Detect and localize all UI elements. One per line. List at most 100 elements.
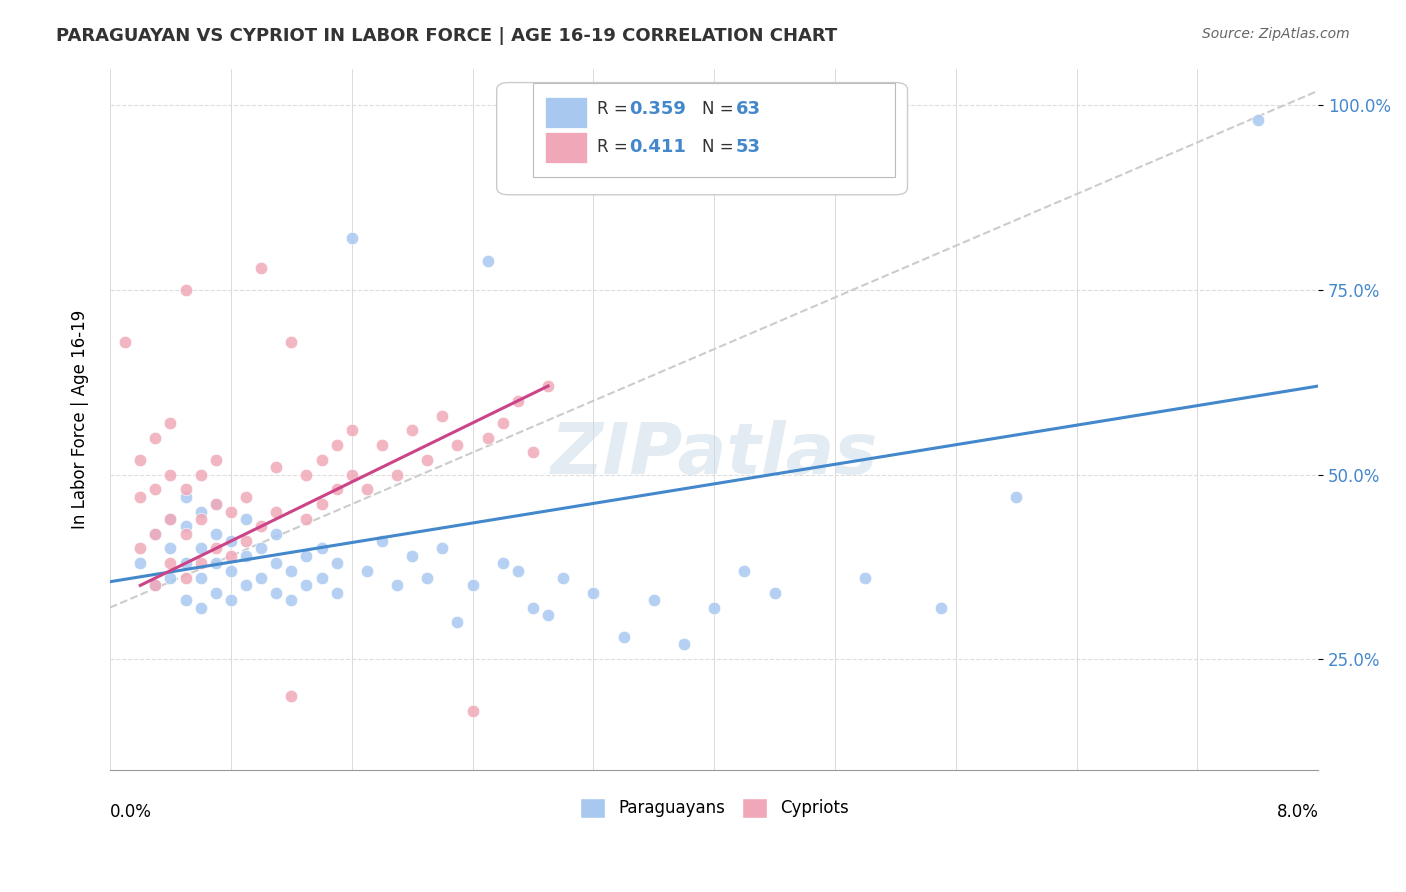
Point (446, 438, 468, 452)
Point (506, 564, 529, 578)
Point (174, 571, 197, 585)
Point (129, 490, 152, 504)
Point (204, 497, 226, 511)
Point (190, 600, 212, 615)
Point (356, 564, 378, 578)
Point (264, 504, 287, 518)
Point (477, 253, 499, 268)
Point (159, 512, 181, 526)
Point (190, 512, 212, 526)
Point (250, 541, 273, 556)
Point (356, 483, 378, 497)
Point (114, 334, 136, 349)
Point (432, 541, 454, 556)
Point (416, 571, 439, 585)
Point (264, 556, 287, 570)
Text: N =: N = (702, 138, 740, 156)
Point (159, 512, 181, 526)
Bar (546, 132, 588, 163)
Point (853, 571, 876, 585)
Point (432, 409, 454, 423)
Point (250, 571, 273, 585)
Point (145, 578, 167, 592)
Point (340, 423, 363, 437)
Point (492, 416, 515, 430)
Point (340, 467, 363, 482)
Bar (546, 96, 588, 128)
Point (385, 578, 408, 592)
FancyBboxPatch shape (533, 83, 896, 178)
Point (174, 556, 197, 570)
Text: 8.0%: 8.0% (1277, 803, 1319, 822)
Point (703, 600, 725, 615)
Point (145, 526, 167, 541)
Point (295, 467, 318, 482)
Legend: Paraguayans, Cypriots: Paraguayans, Cypriots (574, 791, 855, 825)
Point (311, 541, 333, 556)
Point (311, 497, 333, 511)
Point (325, 586, 347, 600)
Point (643, 593, 665, 607)
Point (371, 534, 394, 549)
Point (219, 504, 242, 518)
Point (416, 453, 439, 467)
Point (235, 578, 257, 592)
Point (159, 541, 181, 556)
Point (537, 379, 560, 393)
Text: 0.411: 0.411 (630, 138, 686, 156)
Text: PARAGUAYAN VS CYPRIOT IN LABOR FORCE | AGE 16-19 CORRELATION CHART: PARAGUAYAN VS CYPRIOT IN LABOR FORCE | A… (56, 27, 838, 45)
Point (174, 483, 197, 497)
Point (506, 393, 529, 408)
Point (159, 467, 181, 482)
Point (325, 438, 347, 452)
Point (129, 541, 152, 556)
Point (612, 630, 634, 644)
Point (250, 260, 273, 275)
FancyBboxPatch shape (496, 83, 907, 194)
Point (190, 541, 212, 556)
Point (250, 519, 273, 533)
Point (145, 526, 167, 541)
Text: 0.0%: 0.0% (110, 803, 152, 822)
Point (371, 438, 394, 452)
Point (190, 571, 212, 585)
Point (325, 483, 347, 497)
Point (264, 460, 287, 475)
Point (553, 571, 575, 585)
Point (280, 593, 302, 607)
Point (401, 423, 423, 437)
Point (204, 497, 226, 511)
Point (204, 586, 226, 600)
Point (190, 556, 212, 570)
Point (264, 526, 287, 541)
Text: 63: 63 (735, 100, 761, 119)
Point (219, 534, 242, 549)
Point (159, 571, 181, 585)
Point (477, 431, 499, 445)
Point (280, 689, 302, 703)
Point (461, 704, 484, 718)
Point (461, 578, 484, 592)
Point (763, 586, 786, 600)
Point (325, 556, 347, 570)
Point (522, 600, 544, 615)
Point (204, 541, 226, 556)
Point (159, 416, 181, 430)
Point (401, 549, 423, 563)
Point (204, 453, 226, 467)
Point (340, 231, 363, 245)
Text: 53: 53 (735, 138, 761, 156)
Point (174, 490, 197, 504)
Point (264, 586, 287, 600)
Point (295, 549, 318, 563)
Point (311, 453, 333, 467)
Point (537, 607, 560, 622)
Point (235, 490, 257, 504)
Point (929, 600, 952, 615)
Point (311, 571, 333, 585)
Point (672, 638, 695, 652)
Point (733, 564, 755, 578)
Text: Source: ZipAtlas.com: Source: ZipAtlas.com (1202, 27, 1350, 41)
Point (159, 556, 181, 570)
Point (280, 564, 302, 578)
